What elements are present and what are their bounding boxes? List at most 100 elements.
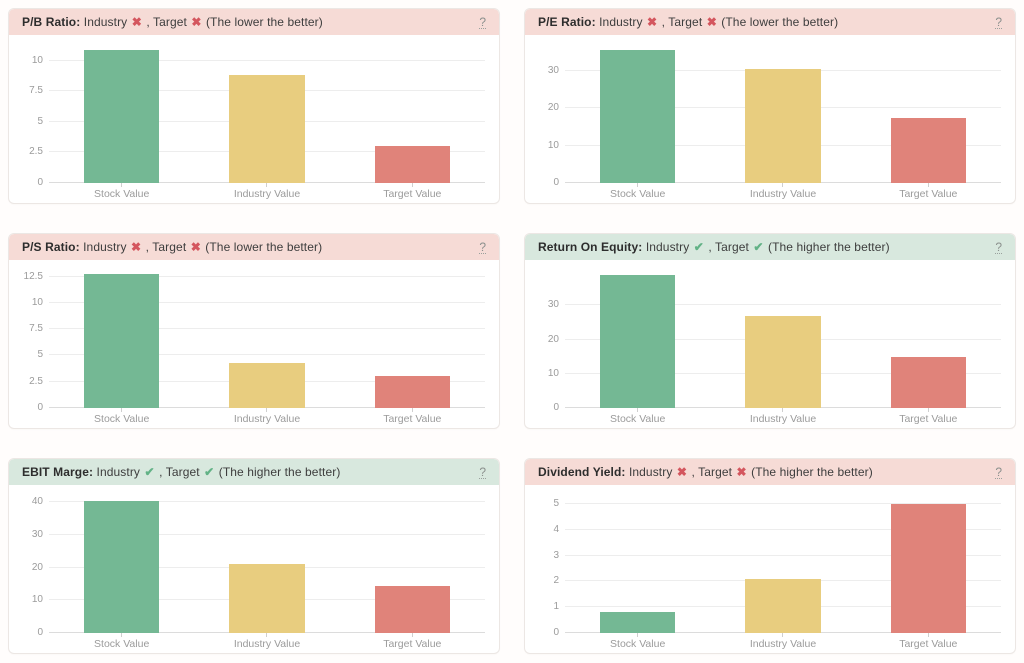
- separator: ,: [708, 240, 712, 254]
- x-category-label: Industry Value: [233, 188, 301, 200]
- bar-industry-value[interactable]: [745, 578, 821, 633]
- x-axis-slot: Target Value: [340, 408, 485, 425]
- y-tick-label: 30: [31, 529, 43, 541]
- bar-stock-value[interactable]: [599, 612, 676, 633]
- bar-stock-value[interactable]: [599, 275, 676, 408]
- bar-target-value[interactable]: [374, 376, 451, 408]
- bar-target-value[interactable]: [374, 585, 451, 633]
- bars-layer: [565, 41, 1001, 183]
- target-label: Target: [152, 15, 187, 29]
- x-axis-slot: Stock Value: [49, 183, 194, 200]
- help-icon[interactable]: ?: [995, 239, 1002, 254]
- separator: ,: [146, 15, 150, 29]
- y-tick-label: 20: [31, 561, 43, 573]
- y-tick-label: 10: [31, 594, 43, 606]
- help-icon[interactable]: ?: [995, 14, 1002, 29]
- cross-icon: ✖: [676, 465, 688, 479]
- y-tick-label: 0: [553, 402, 559, 413]
- help-icon[interactable]: ?: [479, 14, 486, 29]
- y-tick-label: 3: [553, 549, 559, 561]
- help-icon[interactable]: ?: [479, 464, 486, 479]
- x-axis-slot: Industry Value: [710, 633, 855, 650]
- industry-label: Industry: [628, 465, 673, 479]
- y-gridline: [565, 502, 1001, 504]
- y-tick-label: 2.5: [29, 375, 43, 387]
- y-gridline: [49, 275, 485, 277]
- x-axis-slot: Stock Value: [49, 408, 194, 425]
- y-tick-label: 0: [37, 177, 43, 188]
- bar-chart-ebit-marge: 0 10 20 30 40 Stock Value Industry Value Target…: [9, 491, 499, 650]
- bar-slot: [565, 41, 710, 183]
- bar-stock-value[interactable]: [83, 274, 160, 408]
- direction-note: (The higher the better): [218, 465, 341, 479]
- bar-industry-value[interactable]: [229, 75, 305, 183]
- x-axis-slot: Target Value: [856, 408, 1001, 425]
- x-category-label: Industry Value: [749, 413, 817, 425]
- bar-target-value[interactable]: [890, 117, 967, 183]
- bar-industry-value[interactable]: [229, 362, 305, 408]
- metric-title: EBIT Marge:: [22, 465, 94, 479]
- bars-layer: [565, 266, 1001, 408]
- help-icon[interactable]: ?: [479, 239, 486, 254]
- y-tick-label: 2.5: [29, 146, 43, 158]
- y-gridline: [565, 554, 1001, 556]
- bar-stock-value[interactable]: [83, 500, 160, 633]
- y-gridline: [49, 501, 485, 503]
- x-axis: Stock Value Industry Value Target Value: [565, 183, 1001, 200]
- bar-industry-value[interactable]: [745, 315, 821, 408]
- metric-card-ebit-marge: EBIT Marge: Industry ✔ , Target ✔ (The h…: [8, 458, 500, 654]
- bar-slot: [565, 266, 710, 408]
- metric-title: P/S Ratio:: [22, 240, 80, 254]
- industry-label: Industry: [599, 15, 643, 29]
- y-tick-label: 1: [553, 601, 559, 613]
- bar-slot: [340, 41, 485, 183]
- metric-header-text: P/E Ratio: Industry ✖ , Target ✖ (The lo…: [538, 15, 838, 29]
- x-category-label: Target Value: [899, 413, 958, 425]
- separator: ,: [159, 465, 163, 479]
- bar-slot: [49, 491, 194, 633]
- target-label: Target: [715, 240, 749, 254]
- x-tick: [121, 183, 123, 187]
- x-axis-slot: Stock Value: [565, 408, 710, 425]
- bar-stock-value[interactable]: [83, 49, 160, 183]
- x-tick: [927, 183, 929, 187]
- bar-chart-dividend-yield: 0 1 2 3 4 5 Stock Value Industry Value Target Va…: [525, 491, 1015, 650]
- chart-plot-area: 0 10 20 30: [548, 266, 1001, 413]
- help-icon[interactable]: ?: [995, 464, 1002, 479]
- direction-note: (The lower the better): [205, 15, 323, 29]
- x-tick: [121, 633, 123, 637]
- metric-card-pb-ratio: P/B Ratio: Industry ✖ , Target ✖ (The lo…: [8, 8, 500, 204]
- direction-note: (The higher the better): [767, 240, 890, 254]
- x-tick: [637, 408, 639, 412]
- cross-icon: ✖: [190, 240, 201, 254]
- bar-stock-value[interactable]: [599, 50, 676, 183]
- bar-target-value[interactable]: [374, 146, 451, 183]
- bar-industry-value[interactable]: [229, 564, 305, 633]
- bar-slot: [856, 266, 1001, 408]
- metric-card-header: P/S Ratio: Industry ✖ , Target ✖ (The lo…: [9, 234, 499, 260]
- bars-layer: [49, 41, 485, 183]
- y-tick-label: 20: [547, 333, 559, 345]
- x-tick: [411, 633, 413, 637]
- y-tick-label: 10: [31, 296, 43, 308]
- x-axis: Stock Value Industry Value Target Value: [565, 633, 1001, 650]
- bar-target-value[interactable]: [890, 503, 967, 633]
- x-axis-slot: Target Value: [856, 633, 1001, 650]
- x-tick: [782, 633, 784, 637]
- y-gridline: [49, 328, 485, 330]
- x-tick: [411, 408, 413, 412]
- x-axis-slot: Industry Value: [710, 408, 855, 425]
- x-tick: [782, 183, 784, 187]
- x-axis-slot: Industry Value: [710, 183, 855, 200]
- bar-industry-value[interactable]: [745, 69, 821, 183]
- x-category-label: Target Value: [899, 188, 958, 200]
- x-category-label: Stock Value: [610, 638, 666, 650]
- y-tick-label: 10: [547, 139, 559, 151]
- cross-icon: ✖: [647, 15, 658, 29]
- x-category-label: Target Value: [383, 188, 442, 200]
- bar-target-value[interactable]: [890, 356, 967, 408]
- x-category-label: Stock Value: [610, 413, 666, 425]
- x-axis-slot: Industry Value: [194, 633, 339, 650]
- metric-header-text: Return On Equity: Industry ✔ , Target ✔ …: [538, 240, 890, 254]
- metric-title: P/B Ratio:: [22, 15, 81, 29]
